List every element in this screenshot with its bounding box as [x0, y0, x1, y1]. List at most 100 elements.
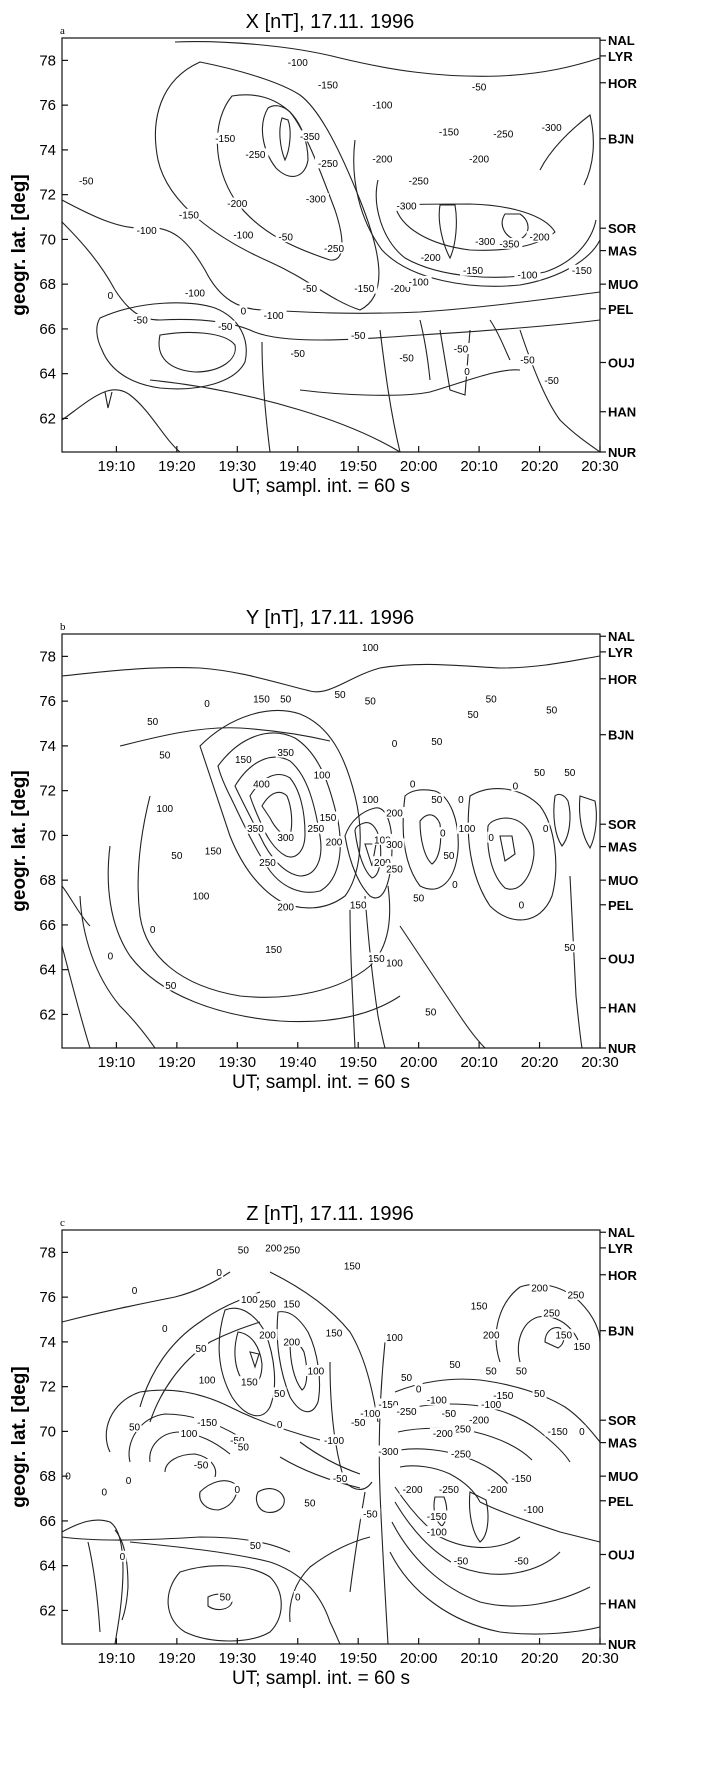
contour-label-text: 100: [386, 958, 403, 969]
contour-line: [149, 1321, 261, 1423]
contour-value-label: 0: [408, 777, 417, 790]
contour-label-bg: [163, 979, 178, 991]
contour-label-bg: [369, 152, 396, 164]
contour-label-bg: [348, 329, 369, 341]
contour-label-text: -250: [324, 244, 344, 255]
contour-label-text: 100: [374, 835, 391, 846]
contour-value-label: -50: [76, 175, 97, 188]
contour-label-bg: [145, 715, 160, 727]
contour-value-label: -250: [393, 1405, 420, 1418]
contour-line: [104, 391, 113, 409]
contour-label-text: -100: [137, 226, 157, 237]
contour-line: [479, 1501, 601, 1543]
contour-label-bg: [224, 197, 251, 209]
contour-label-text: 0: [235, 1485, 241, 1496]
chart-title: X [nT], 17.11. 1996: [246, 11, 415, 33]
contour-label-text: 0: [464, 367, 470, 378]
contour-value-label: -250: [447, 1447, 474, 1460]
y-tick-label: 72: [39, 187, 56, 204]
contour-value-label: 300: [275, 831, 296, 844]
x-tick-label: 20:30: [581, 1650, 619, 1667]
x-tick-label: 19:20: [158, 1650, 196, 1667]
contour-value-label: 50: [544, 704, 559, 717]
contour-value-label: -250: [405, 175, 432, 188]
contour-label-bg: [305, 822, 326, 834]
contour-value-label: 150: [469, 1300, 490, 1313]
contour-value-label: 0: [414, 1382, 423, 1395]
chart-title: Y [nT], 17.11. 1996: [246, 607, 414, 629]
contour-value-label: 250: [257, 856, 278, 869]
contour-value-label: -50: [215, 320, 236, 333]
contour-label-text: -300: [542, 123, 562, 134]
contour-label-text: -200: [391, 284, 411, 295]
contour-label-text: 50: [274, 1389, 286, 1400]
contour-value-label: 50: [429, 793, 444, 806]
contour-label-bg: [275, 746, 296, 758]
contour-label-bg: [423, 1394, 450, 1406]
contour-label-text: 0: [410, 779, 416, 790]
contour-value-label: 0: [438, 827, 447, 840]
contour-label-text: -250: [318, 159, 338, 170]
contour-value-label: -50: [299, 282, 320, 295]
y-tick-label: 74: [39, 1334, 56, 1351]
contour-label-text: 400: [253, 779, 270, 790]
contour-label-bg: [553, 1329, 574, 1341]
y-tick-label: 76: [39, 1289, 56, 1306]
contour-line: [349, 1491, 366, 1593]
contour-label-text: -100: [360, 1409, 380, 1420]
contour-label-text: -50: [442, 1409, 457, 1420]
station-label: MAS: [608, 244, 637, 259]
contour-label-text: 50: [365, 697, 377, 708]
contour-label-text: -250: [493, 130, 513, 141]
contour-lines: [61, 1271, 601, 1645]
contour-label-bg: [484, 1483, 511, 1495]
contour-label-bg: [324, 836, 345, 848]
contour-value-label: 400: [251, 777, 272, 790]
contour-label-text: 200: [326, 838, 343, 849]
contour-line: [501, 213, 529, 241]
contour-label-bg: [296, 130, 323, 142]
contour-label-text: -100: [481, 1400, 501, 1411]
contour-label-bg: [106, 289, 115, 301]
y-tick-label: 64: [39, 366, 56, 383]
contour-label-text: -100: [523, 1505, 543, 1516]
contour-label-bg: [375, 1445, 402, 1457]
contour-label-bg: [305, 1364, 326, 1376]
contour-line: [61, 1519, 124, 1645]
y-tick-label: 78: [39, 52, 56, 69]
contour-label-bg: [399, 1371, 414, 1383]
contour-label-bg: [384, 838, 405, 850]
contour-label-text: 0: [295, 1593, 301, 1604]
y-tick-label: 66: [39, 321, 56, 338]
contour-label-bg: [178, 1427, 199, 1439]
contour-label-text: 250: [283, 1246, 300, 1257]
contour-label-bg: [272, 1387, 287, 1399]
contour-label-bg: [148, 923, 157, 935]
contour-label-bg: [529, 1282, 550, 1294]
contour-label-bg: [508, 1472, 535, 1484]
contour-value-label: -100: [520, 1503, 547, 1516]
contour-label-bg: [538, 121, 565, 133]
contour-value-label: 50: [248, 1539, 263, 1552]
contour-line: [569, 875, 583, 1049]
contour-label-bg: [366, 952, 387, 964]
contour-value-label: -150: [568, 264, 595, 277]
contour-label-bg: [299, 282, 320, 294]
contour-label-bg: [251, 777, 272, 789]
contour-label-text: -50: [363, 1510, 378, 1521]
contour-label-text: -50: [351, 331, 366, 342]
contour-label-text: 50: [401, 1373, 413, 1384]
contour-value-label: -100: [369, 99, 396, 112]
contour-line: [539, 114, 594, 186]
contour-label-text: -100: [264, 311, 284, 322]
contour-value-label: 50: [532, 766, 547, 779]
contour-label-bg: [541, 822, 550, 834]
y-tick-label: 64: [39, 1558, 56, 1575]
contour-label-text: 50: [304, 1499, 316, 1510]
contour-value-label: 100: [372, 833, 393, 846]
contour-label-bg: [236, 1441, 251, 1453]
contour-line: [349, 905, 356, 1049]
contour-value-label: 0: [487, 831, 496, 844]
contour-label-text: -300: [378, 1447, 398, 1458]
